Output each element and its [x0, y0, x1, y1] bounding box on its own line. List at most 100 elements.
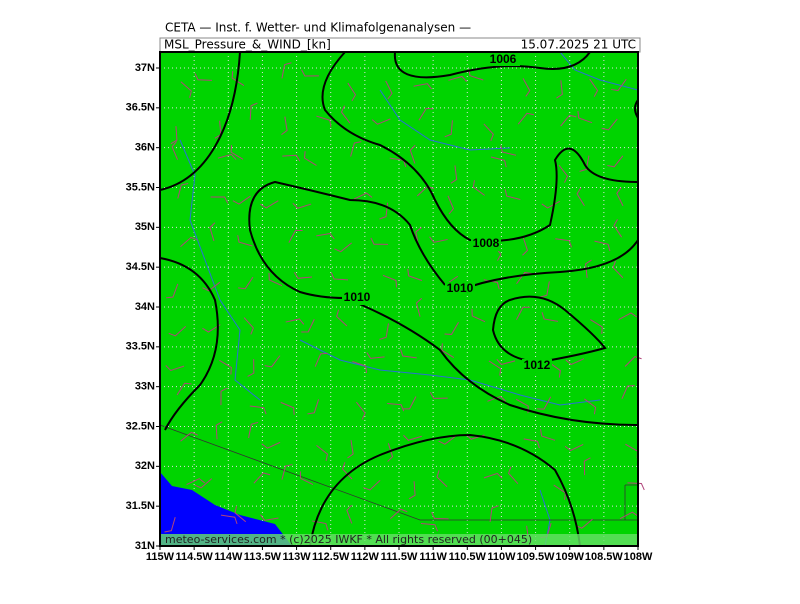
wind-barb: [436, 470, 448, 488]
wind-barb: [282, 154, 301, 162]
wind-barb: [583, 457, 591, 476]
wind-barb: [243, 317, 254, 335]
isobar: [321, 51, 639, 242]
wind-barb: [166, 283, 179, 299]
label-bg: [471, 237, 501, 251]
wind-barb: [293, 272, 313, 279]
wind-barb: [507, 466, 519, 485]
wind-barb: [202, 324, 221, 333]
lat-label: 35.5N: [126, 181, 155, 193]
wind-barb: [589, 78, 599, 97]
wind-barb: [385, 80, 393, 100]
wind-barb: [341, 462, 353, 480]
wind-barb: [363, 480, 381, 491]
lon-label: 113W: [283, 551, 312, 563]
wind-barb: [347, 82, 357, 102]
wind-barb: [301, 69, 319, 77]
lon-label: 110.5W: [449, 551, 487, 563]
lat-label: 36N: [135, 142, 155, 154]
wind-barb: [594, 240, 611, 252]
wind-barb: [429, 236, 448, 243]
wind-barb: [447, 195, 455, 215]
wind-barb: [382, 274, 398, 288]
wind-barb: [409, 144, 416, 164]
isobar: [491, 295, 607, 364]
wind-barb: [496, 358, 516, 366]
wind-barb: [387, 443, 394, 462]
wind-barb: [415, 298, 423, 317]
wind-barb: [336, 309, 348, 327]
wind-barb: [350, 141, 362, 157]
wind-barb: [238, 276, 254, 290]
wind-barb: [441, 343, 455, 359]
wind-barb: [579, 155, 590, 172]
wind-barb: [186, 478, 206, 486]
lat-label: 32N: [135, 460, 155, 472]
header-title: CETA — Inst. f. Wetter- und Klimafolgena…: [165, 21, 471, 35]
lat-label: 31N: [135, 540, 155, 552]
wind-barb: [516, 306, 530, 320]
wind-barb: [483, 472, 503, 479]
wind-barb: [220, 514, 238, 525]
lon-label: 108W: [624, 551, 653, 563]
wind-barb: [558, 164, 569, 183]
isobar: [393, 51, 591, 79]
wind-barb: [448, 75, 468, 82]
isobar: [459, 239, 639, 291]
wind-barb: [316, 115, 332, 128]
wind-barb: [164, 517, 176, 533]
border: [624, 484, 638, 520]
lat-label: 31.5N: [126, 500, 155, 512]
wind-barb: [612, 260, 624, 279]
wind-barb: [353, 192, 373, 200]
lon-label: 109W: [555, 551, 584, 563]
wind-barb: [301, 319, 315, 333]
wind-barb: [231, 71, 245, 86]
lon-label: 114W: [214, 551, 243, 563]
wind-barb: [316, 444, 329, 462]
lon-label: 109.5W: [517, 551, 556, 563]
wind-barb: [299, 471, 314, 486]
axes: 37N 36.5N 36N 35.5N 35N 34.5N 34N 33.5N 33N 32.5N…: [126, 62, 653, 563]
wind-barb: [234, 505, 247, 523]
lon-label: 108.5W: [585, 551, 624, 563]
lat-label: 36.5N: [126, 102, 155, 114]
label-bg: [342, 291, 372, 305]
wind-barb: [584, 398, 597, 415]
wind-barb: [564, 443, 584, 452]
wind-barb: [264, 355, 281, 368]
wind-barb: [249, 102, 258, 120]
wind-barb: [500, 145, 517, 156]
wind-barb: [517, 112, 535, 125]
wind-barb: [366, 352, 385, 359]
wind-barb: [370, 237, 389, 245]
wind-barb: [253, 472, 271, 484]
wind-barb: [209, 222, 216, 242]
wind-barb: [334, 242, 352, 253]
wind-barb: [450, 165, 458, 184]
isobar-label: 1010: [344, 290, 371, 304]
product-name: MSL_Pressure_&_WIND_[kn]: [164, 38, 331, 52]
wind-barb: [260, 514, 279, 521]
wind-barb: [504, 189, 521, 201]
wind-barb: [314, 352, 328, 367]
wind-barb: [168, 326, 186, 337]
wind-barb: [540, 429, 556, 441]
footer: meteo-services.com * (c)2025 IWKF * All …: [165, 533, 532, 546]
isobar-label: 1008: [473, 236, 500, 250]
wind-barb: [285, 318, 305, 325]
river: [299, 339, 601, 406]
wind-barb: [292, 202, 312, 209]
lat-label: 32.5N: [126, 420, 155, 432]
wind-barb: [621, 385, 635, 399]
wind-barb: [355, 401, 366, 420]
wind-barb: [539, 281, 550, 298]
land: [160, 52, 638, 546]
wind-barb: [400, 349, 417, 359]
wind-barb: [523, 438, 540, 449]
wind-barb: [247, 359, 255, 377]
wind-barb: [618, 312, 638, 320]
wind-barb: [316, 232, 335, 240]
valid-time: 15.07.2025 21 UTC: [521, 38, 636, 52]
wind-barb: [352, 361, 368, 374]
